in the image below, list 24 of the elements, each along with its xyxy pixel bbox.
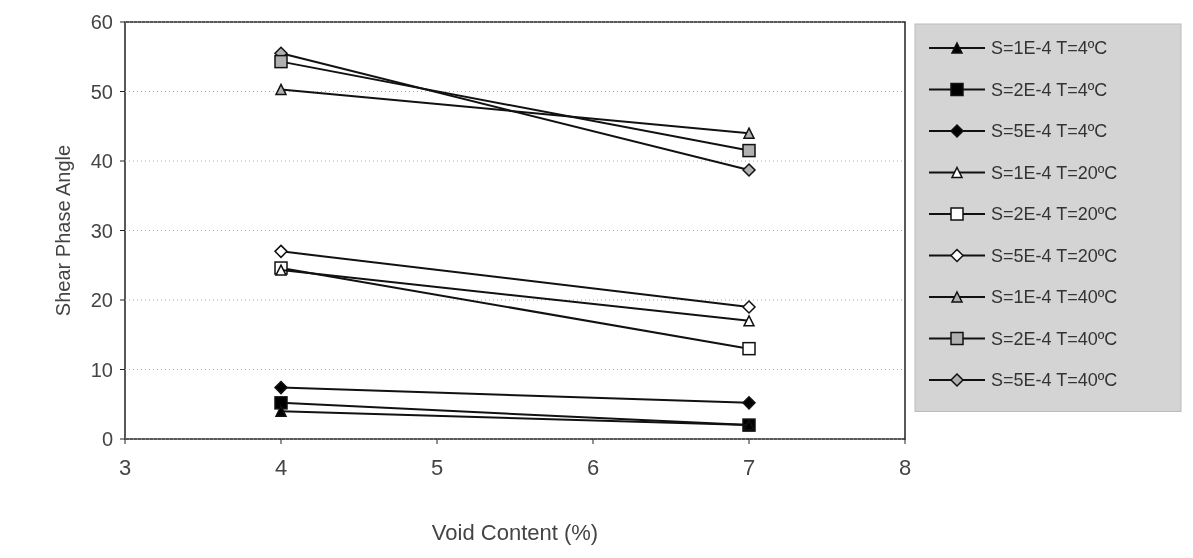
x-tick-label: 3 — [118, 455, 132, 480]
legend-label: S=1E-4 T=20ºC — [991, 162, 1118, 183]
x-tick-label: 8 — [898, 455, 912, 480]
legend-label: S=2E-4 T=40ºC — [991, 328, 1118, 349]
x-tick-label: 4 — [274, 455, 288, 480]
legend-label: S=5E-4 T=40ºC — [991, 370, 1118, 391]
y-tick-label: 30 — [90, 219, 113, 242]
y-tick-label: 50 — [90, 80, 113, 103]
legend-label: S=2E-4 T=4ºC — [991, 79, 1108, 100]
x-tick-label: 5 — [430, 455, 444, 480]
x-axis-title: Void Content (%) — [431, 520, 599, 545]
y-axis-title: Shear Phase Angle — [52, 144, 74, 317]
y-tick-label: 40 — [90, 150, 113, 172]
x-tick-label: 6 — [586, 455, 600, 480]
legend-label: S=5E-4 T=4ºC — [991, 121, 1108, 142]
legend-label: S=2E-4 T=20ºC — [991, 204, 1118, 225]
x-tick-label: 7 — [742, 455, 756, 480]
y-tick-label: 20 — [90, 289, 113, 311]
y-tick-label: 60 — [90, 11, 113, 33]
legend-label: S=5E-4 T=20ºC — [991, 245, 1118, 266]
legend-label: S=1E-4 T=4ºC — [991, 38, 1108, 59]
y-tick-label: 0 — [101, 428, 113, 450]
legend-label: S=1E-4 T=40ºC — [991, 287, 1118, 308]
y-tick-label: 10 — [90, 358, 113, 381]
